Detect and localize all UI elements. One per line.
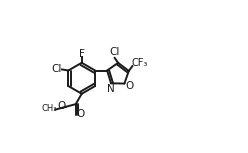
Text: CH₃: CH₃ [41, 104, 57, 113]
Text: CF₃: CF₃ [132, 58, 148, 68]
Text: O: O [125, 81, 134, 91]
Text: O: O [57, 101, 65, 111]
Text: F: F [80, 49, 85, 59]
Text: Cl: Cl [52, 64, 62, 74]
Text: N: N [107, 84, 115, 94]
Text: Cl: Cl [110, 47, 120, 57]
Text: O: O [76, 109, 84, 119]
